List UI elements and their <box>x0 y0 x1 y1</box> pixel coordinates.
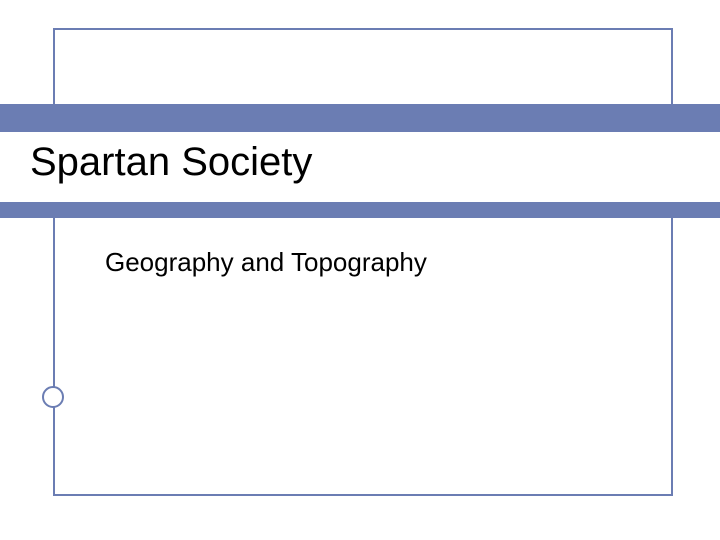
decorative-circle <box>42 386 64 408</box>
slide-subtitle: Geography and Topography <box>105 247 427 278</box>
slide-title: Spartan Society <box>30 140 312 185</box>
